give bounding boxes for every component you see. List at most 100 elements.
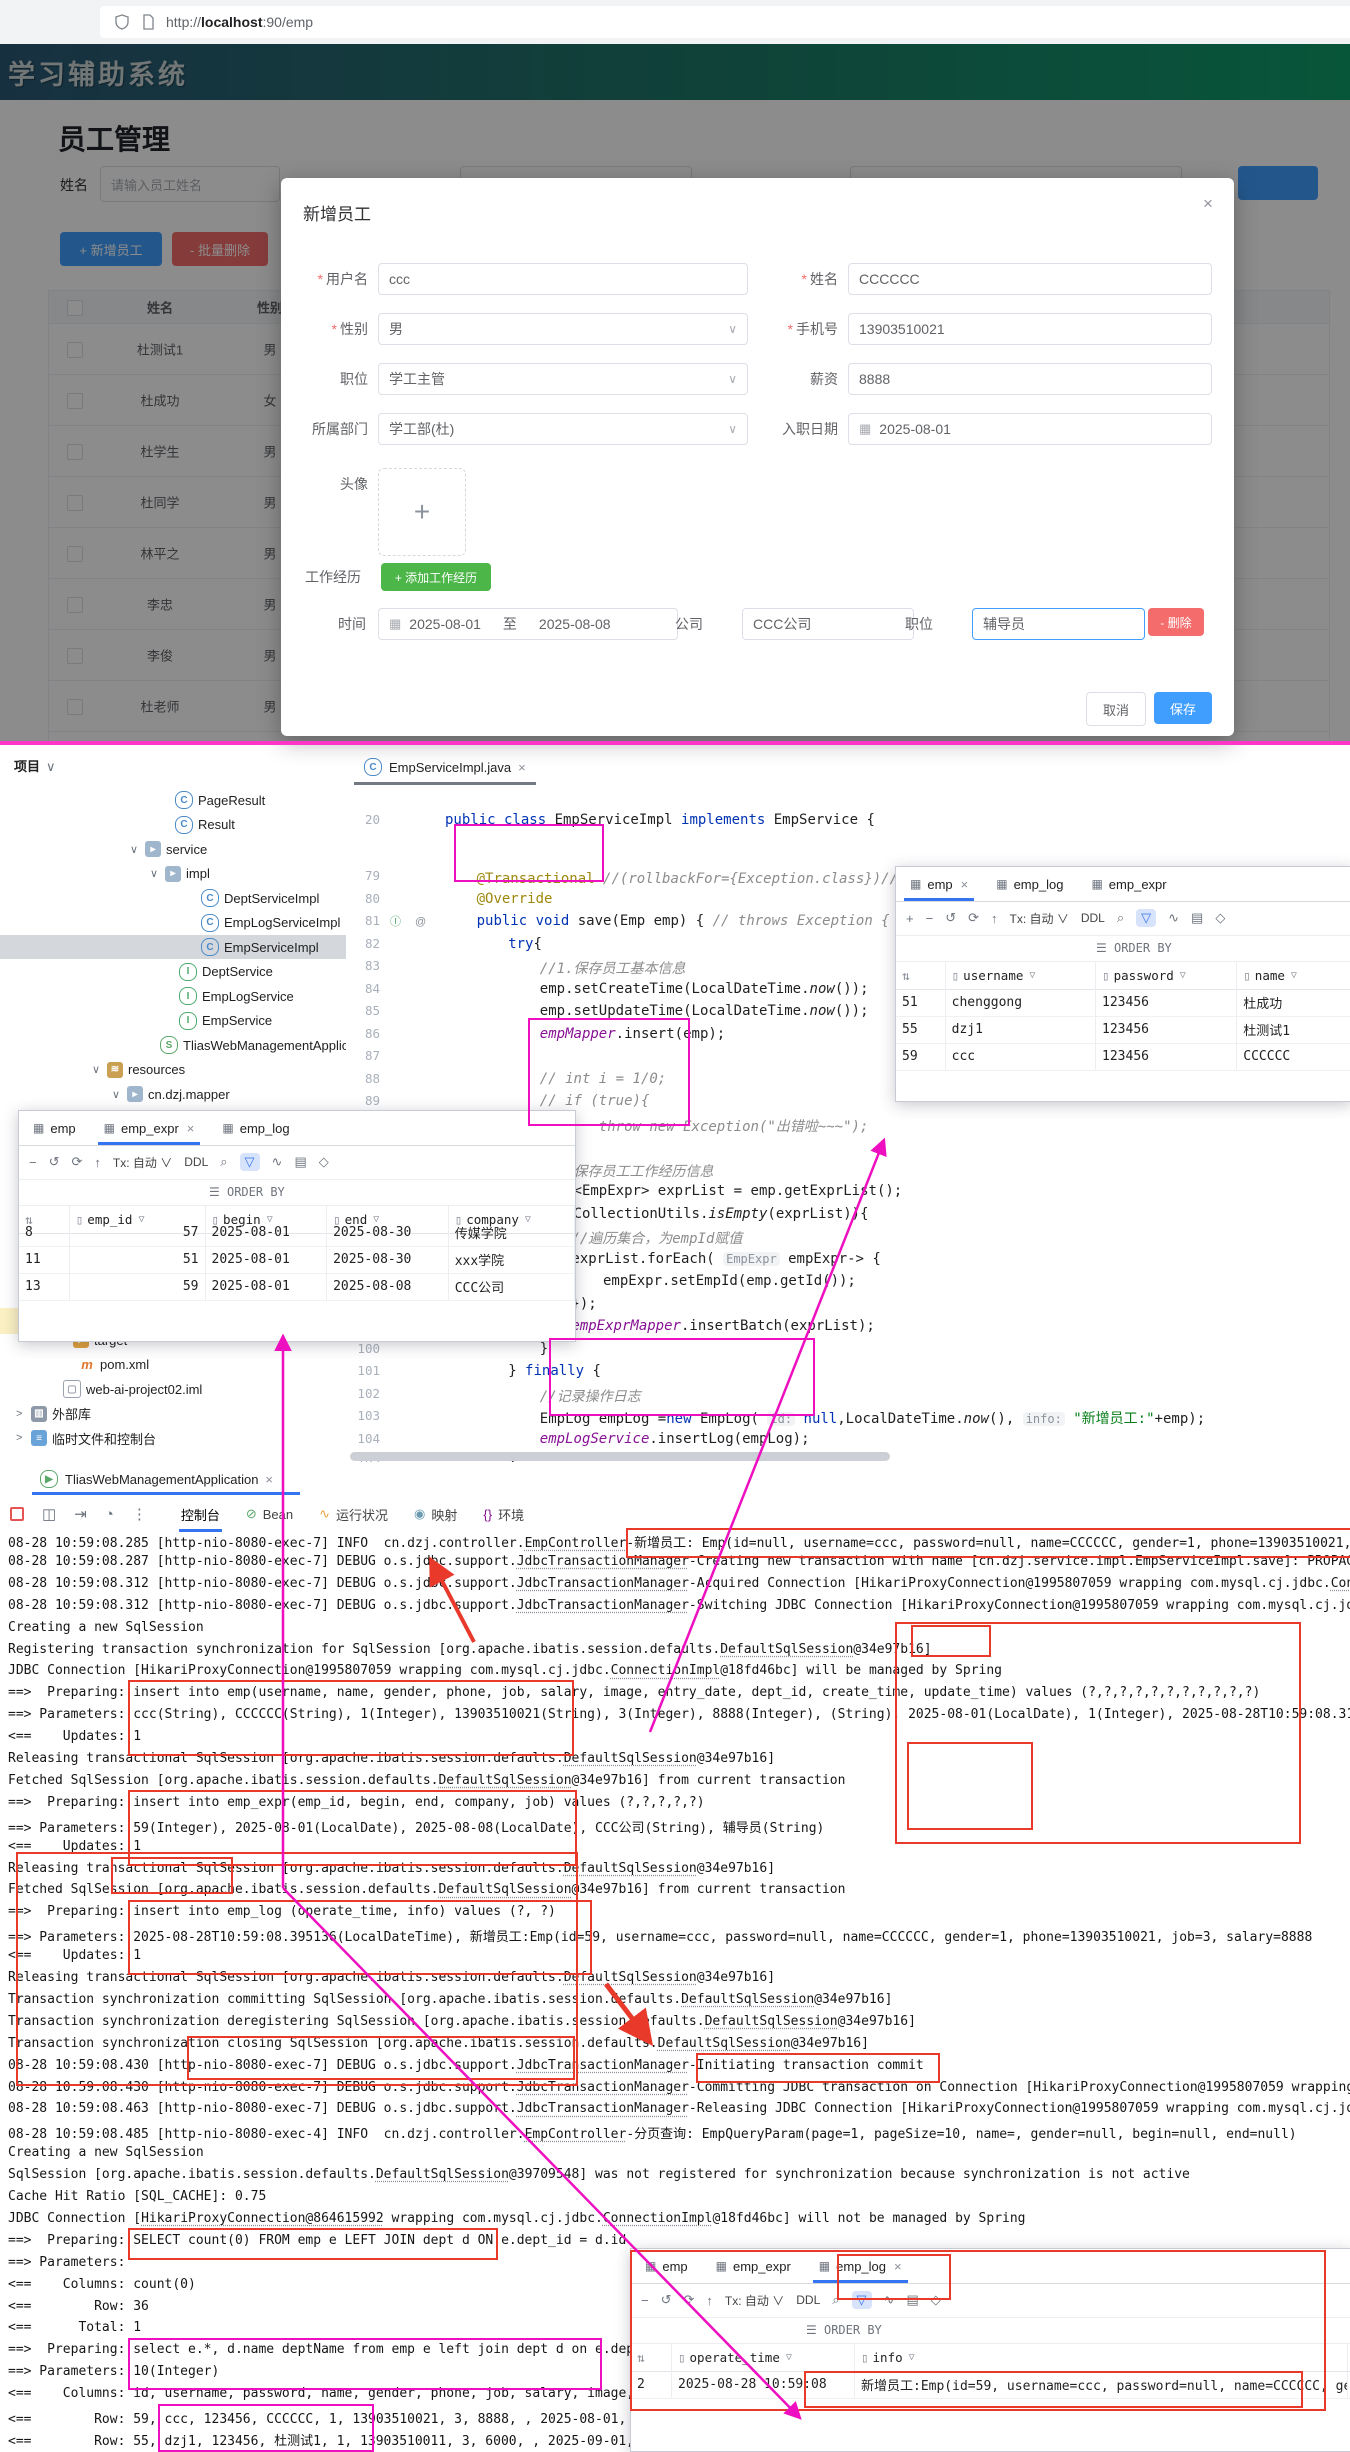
close-icon[interactable]: × <box>894 2258 902 2274</box>
tree-chevron-icon[interactable]: > <box>16 1407 23 1420</box>
search-name-input[interactable]: 请输入员工姓名 <box>100 166 280 202</box>
row-checkbox[interactable] <box>67 698 83 715</box>
close-icon[interactable]: × <box>265 1471 274 1487</box>
delete-work-exp-button[interactable]: - 删除 <box>1148 608 1204 636</box>
select-all-checkbox[interactable] <box>67 300 83 316</box>
run-tab-环境[interactable]: {} 环境 <box>483 1506 525 1523</box>
tree-item-service[interactable]: ∨ ▸ service <box>0 837 346 861</box>
tree-item-EmpService[interactable]: I EmpService <box>0 1009 346 1033</box>
db-row[interactable]: 11 51 2025-08-01 2025-08-30 xxx学院 <box>19 1246 575 1274</box>
chart-icon[interactable]: ∿ <box>1168 910 1180 925</box>
chart-icon[interactable]: ∿ <box>883 2292 895 2307</box>
toolbar-icon[interactable]: ⟳ <box>683 2292 695 2307</box>
jump-icon[interactable]: ⇥ <box>74 1506 87 1523</box>
order-by-bar[interactable]: ☰ ORDER BY <box>631 2317 1350 2344</box>
row-checkbox[interactable] <box>67 443 83 460</box>
search-icon[interactable]: ⌕ <box>1116 910 1125 925</box>
grid-eye-icon[interactable]: ▤ <box>906 2292 919 2307</box>
toolbar-icon[interactable]: ⟳ <box>968 910 979 925</box>
tree-item-EmpLogServiceImpl[interactable]: C EmpLogServiceImpl <box>0 911 346 935</box>
avatar-upload[interactable]: + <box>378 468 466 556</box>
tx-mode-select[interactable]: Tx: 自动 ∨ <box>112 1155 173 1170</box>
work-exp-date-range[interactable]: ▦ 2025-08-01 至 2025-08-08 <box>378 608 678 640</box>
field-input-性别[interactable]: 男 ∨ <box>378 313 748 345</box>
search-icon[interactable]: ⌕ <box>220 1154 228 1169</box>
db-row[interactable]: 2 2025-08-28 10:59:08 新增员工:Emp(id=59, user… <box>631 2371 1350 2399</box>
tree-item-impl[interactable]: ∨ ▸ impl <box>0 862 346 886</box>
url-field[interactable]: http://localhost:90/emp <box>100 6 1350 38</box>
tree-chevron-icon[interactable]: ∨ <box>112 1088 121 1101</box>
run-tab-控制台[interactable]: 控制台 <box>178 1499 222 1532</box>
field-input-入职日期[interactable]: ▦ 2025-08-01 <box>848 413 1212 445</box>
toolbar-icon[interactable]: ↑ <box>94 1154 101 1170</box>
tree-chevron-icon[interactable]: ∨ <box>92 1064 101 1076</box>
toolbar-icon[interactable]: ↺ <box>945 910 957 925</box>
cancel-button[interactable]: 取消 <box>1086 692 1146 726</box>
tree-item-web-ai-project02.iml[interactable]: ▢ web-ai-project02.iml <box>0 1377 346 1401</box>
row-checkbox[interactable] <box>67 596 83 613</box>
tree-item-DeptService[interactable]: I DeptService <box>0 960 346 984</box>
run-tab[interactable]: ▶ TliasWebManagementApplication × <box>32 1464 300 1495</box>
beaker-icon[interactable]: ◇ <box>318 1154 329 1169</box>
db-tab-emp[interactable]: ▦ emp <box>645 2258 688 2274</box>
close-icon[interactable]: × <box>518 759 526 775</box>
order-by-bar[interactable]: ☰ ORDER BY <box>19 1179 575 1206</box>
toolbar-icon[interactable]: − <box>925 910 934 926</box>
tree-item-resources[interactable]: ∨ ≋ resources <box>0 1058 346 1082</box>
db-row[interactable]: 13 59 2025-08-01 2025-08-08 CCC公司 <box>19 1273 575 1301</box>
filter-icon[interactable]: ▽ <box>1136 909 1157 927</box>
tree-chevron-icon[interactable]: > <box>16 1432 23 1444</box>
tree-item-TliasWebManagementApplica[interactable]: S TliasWebManagementApplica <box>0 1033 346 1057</box>
db-row[interactable]: 8 57 2025-08-01 2025-08-30 传媒学院 <box>19 1219 575 1247</box>
db-col-name[interactable]: ▯ name ▽ <box>1237 961 1350 989</box>
close-icon[interactable]: × <box>960 876 969 892</box>
row-checkbox[interactable] <box>67 494 83 511</box>
add-employee-button[interactable]: + 新增员工 <box>60 232 162 266</box>
db-col-username[interactable]: ▯ username ▽ <box>946 961 1097 989</box>
toolbar-icon[interactable]: ↑ <box>991 910 998 926</box>
field-input-职位[interactable]: 学工主管 ∨ <box>378 363 748 395</box>
db-row[interactable]: 55 dzj1 123456 杜测试1 <box>896 1016 1350 1044</box>
grid-eye-icon[interactable]: ▤ <box>294 1154 307 1169</box>
editor-hscrollbar[interactable] <box>350 1452 890 1461</box>
tree-item-pom.xml[interactable]: m pom.xml <box>0 1353 346 1377</box>
implements-gutter-icon[interactable]: Ⓘ @ <box>390 916 427 928</box>
db-col-info[interactable]: ▯ info ▽ <box>855 2343 1348 2371</box>
editor-tab-empserviceimpl[interactable]: C EmpServiceImpl.java × <box>354 750 536 785</box>
tx-mode-select[interactable]: Tx: 自动 ∨ <box>1009 911 1069 926</box>
ddl-button[interactable]: DDL <box>184 1155 209 1169</box>
ddl-button[interactable]: DDL <box>1080 911 1105 925</box>
toolbar-icon[interactable]: ⟳ <box>71 1154 83 1169</box>
tree-chevron-icon[interactable]: ∨ <box>150 868 159 880</box>
beaker-icon[interactable]: ◇ <box>1215 910 1226 925</box>
row-checkbox[interactable] <box>67 545 83 562</box>
tree-item-EmpServiceImpl[interactable]: C EmpServiceImpl <box>0 935 346 959</box>
toolbar-icon[interactable]: − <box>641 2292 649 2308</box>
order-by-bar[interactable]: ☰ ORDER BY <box>896 935 1350 962</box>
search-icon[interactable]: ⌕ <box>832 2292 840 2307</box>
db-tab-emp_log[interactable]: ▦ emp_log × <box>805 2249 916 2283</box>
tree-item-cn.dzj.mapper[interactable]: ∨ ▸ cn.dzj.mapper <box>0 1082 346 1106</box>
save-button[interactable]: 保存 <box>1154 692 1212 724</box>
beaker-icon[interactable]: ◇ <box>930 2292 941 2307</box>
batch-delete-button[interactable]: - 批量删除 <box>172 232 268 266</box>
db-tab-emp_expr[interactable]: ▦ emp_expr <box>715 2258 791 2274</box>
add-work-exp-button[interactable]: + 添加工作经历 <box>381 563 491 591</box>
db-row[interactable]: 51 chenggong 123456 杜成功 <box>896 989 1350 1017</box>
dialog-close-icon[interactable]: × <box>1203 194 1213 213</box>
tree-item-EmpLogService[interactable]: I EmpLogService <box>0 984 346 1008</box>
run-tab-Bean[interactable]: ⊘ Bean <box>245 1506 294 1522</box>
stop-icon[interactable] <box>10 1507 24 1521</box>
chart-icon[interactable]: ∿ <box>271 1154 283 1169</box>
grid-eye-icon[interactable]: ▤ <box>1191 910 1204 925</box>
field-input-手机号[interactable]: 13903510021 <box>848 313 1212 345</box>
tree-item-Result[interactable]: C Result <box>0 813 346 837</box>
toolbar-icon[interactable]: − <box>29 1154 37 1170</box>
filter-icon[interactable]: ▽ <box>239 1153 260 1171</box>
field-input-薪资[interactable]: 8888 <box>848 363 1212 395</box>
project-panel-title[interactable]: 项目 ∨ <box>14 759 56 774</box>
field-input-姓名[interactable]: CCCCCC <box>848 263 1212 295</box>
toolbar-icon[interactable]: ↺ <box>660 2292 672 2307</box>
tx-mode-select[interactable]: Tx: 自动 ∨ <box>724 2293 785 2308</box>
query-button[interactable] <box>1238 166 1318 200</box>
